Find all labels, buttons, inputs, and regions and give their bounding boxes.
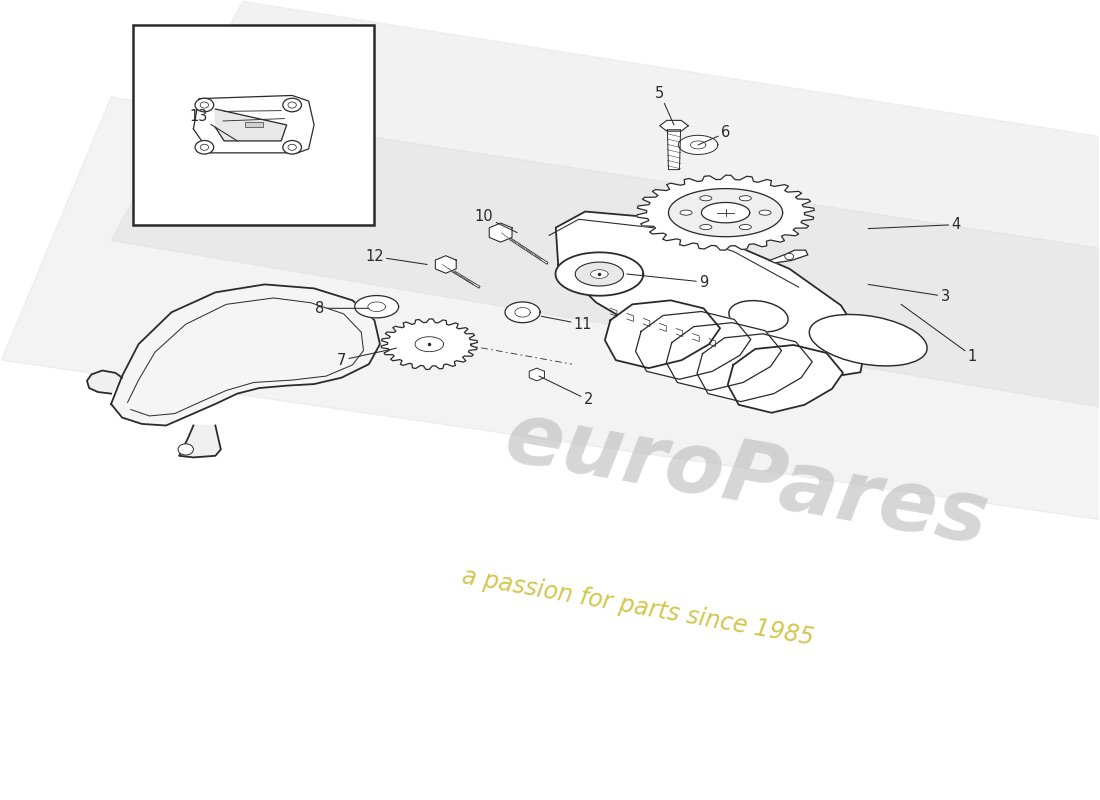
Text: 13: 13 <box>189 110 238 141</box>
Text: 10: 10 <box>475 209 517 233</box>
Polygon shape <box>636 311 751 379</box>
Polygon shape <box>367 302 385 311</box>
Polygon shape <box>354 295 398 318</box>
Circle shape <box>200 144 209 150</box>
Bar <box>245 122 263 126</box>
Polygon shape <box>446 256 456 265</box>
Text: 4: 4 <box>868 217 960 232</box>
Ellipse shape <box>700 196 712 201</box>
Text: 8: 8 <box>315 301 368 316</box>
Polygon shape <box>556 252 644 296</box>
Polygon shape <box>515 307 530 317</box>
Polygon shape <box>490 223 512 242</box>
Polygon shape <box>556 211 866 380</box>
Polygon shape <box>111 2 1100 416</box>
Polygon shape <box>436 260 446 269</box>
Polygon shape <box>505 302 540 322</box>
Circle shape <box>784 254 793 260</box>
Circle shape <box>200 102 209 108</box>
Text: 6: 6 <box>698 126 730 145</box>
Polygon shape <box>179 426 221 458</box>
Polygon shape <box>436 256 456 274</box>
Circle shape <box>283 98 301 112</box>
Text: 1: 1 <box>901 304 977 364</box>
Polygon shape <box>529 368 544 381</box>
Ellipse shape <box>700 225 712 230</box>
Text: 5: 5 <box>656 86 674 125</box>
Ellipse shape <box>739 225 751 230</box>
Polygon shape <box>111 285 380 426</box>
Circle shape <box>178 444 194 455</box>
Circle shape <box>283 141 301 154</box>
Polygon shape <box>769 250 807 263</box>
Polygon shape <box>660 120 689 131</box>
Ellipse shape <box>759 210 771 215</box>
Ellipse shape <box>739 196 751 201</box>
Polygon shape <box>415 337 443 352</box>
Text: 7: 7 <box>337 348 396 368</box>
Text: 2: 2 <box>539 376 593 407</box>
Text: euroPares: euroPares <box>499 396 996 563</box>
Polygon shape <box>1 97 1100 527</box>
Polygon shape <box>87 370 122 394</box>
Polygon shape <box>679 135 718 154</box>
Polygon shape <box>667 322 781 390</box>
Bar <box>133 26 374 225</box>
Polygon shape <box>668 130 681 170</box>
Polygon shape <box>691 141 706 149</box>
Text: 3: 3 <box>868 285 949 304</box>
Ellipse shape <box>810 314 927 366</box>
Circle shape <box>288 102 296 108</box>
Polygon shape <box>669 189 782 237</box>
Ellipse shape <box>680 210 692 215</box>
Polygon shape <box>382 319 477 370</box>
Text: 11: 11 <box>541 316 592 332</box>
Polygon shape <box>575 262 624 286</box>
Polygon shape <box>702 202 750 223</box>
Circle shape <box>195 98 213 112</box>
Polygon shape <box>216 109 287 141</box>
Polygon shape <box>436 265 446 274</box>
Polygon shape <box>194 95 315 153</box>
Polygon shape <box>436 256 446 265</box>
Polygon shape <box>446 260 456 269</box>
Polygon shape <box>697 334 812 402</box>
Polygon shape <box>637 175 814 250</box>
Circle shape <box>195 141 213 154</box>
Text: 9: 9 <box>627 274 708 290</box>
Polygon shape <box>446 265 456 274</box>
Polygon shape <box>605 300 720 368</box>
Ellipse shape <box>729 301 788 332</box>
Circle shape <box>288 144 296 150</box>
Polygon shape <box>591 270 608 278</box>
Polygon shape <box>728 345 843 413</box>
Text: 12: 12 <box>365 249 427 265</box>
Text: a passion for parts since 1985: a passion for parts since 1985 <box>460 565 815 650</box>
